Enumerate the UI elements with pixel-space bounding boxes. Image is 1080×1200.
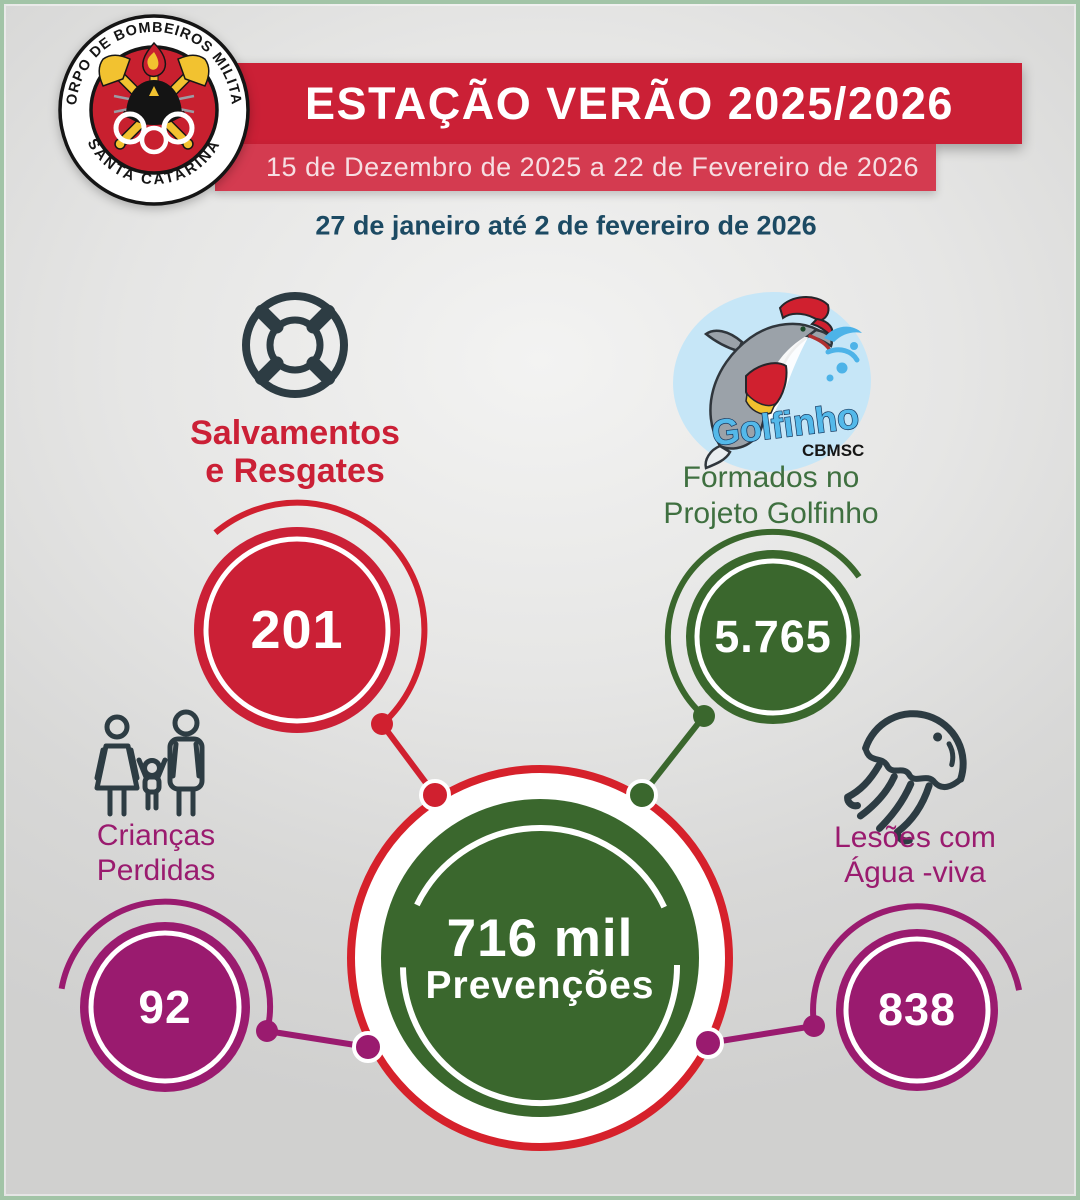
page-title: ESTAÇÃO VERÃO 2025/2026: [305, 77, 954, 129]
week-period-text: 27 de janeiro até 2 de fevereiro de 2026: [315, 210, 817, 241]
aguaviva-circle: [707, 903, 1023, 1091]
criancas-disc: [80, 922, 250, 1092]
lifebuoy-icon: [242, 292, 348, 398]
salvamentos-arc-dot: [371, 713, 393, 735]
date-range-text: 15 de Dezembro de 2025 a 22 de Fevereiro…: [266, 152, 919, 182]
criancas-connector-line: [266, 1028, 369, 1050]
hub-node-purple-left: [352, 1031, 384, 1063]
hub-node-red: [419, 779, 451, 811]
salvamentos-circle: [194, 499, 438, 797]
salvamentos-disc: [194, 527, 400, 733]
salvamentos-outer-arc: [213, 499, 428, 727]
dolphin-mascot: Golfinho CBMSC: [673, 291, 871, 473]
golfinho-connector-line: [639, 714, 707, 797]
hub-green-disc: [381, 799, 699, 1117]
prevencoes-hub: [347, 765, 733, 1151]
aguaviva-connector-line: [707, 1023, 815, 1046]
hub-inner-arc-top: [414, 824, 667, 909]
family-icon: [94, 709, 205, 817]
hub-inner-arc-bottom: [400, 964, 681, 1107]
golfinho-circle: [639, 528, 862, 797]
criancas-value: 92: [138, 981, 192, 1033]
hub-node-purple-right: [692, 1027, 724, 1059]
aguaviva-value: 838: [877, 984, 957, 1035]
golfinho-org-label: CBMSC: [802, 441, 864, 460]
criancas-outer-arc: [58, 898, 274, 1032]
golfinho-value: 5.765: [714, 611, 832, 662]
golfinho-outer-arc: [664, 528, 862, 719]
criancas-circle: [58, 898, 369, 1092]
date-range-banner: 15 de Dezembro de 2025 a 22 de Fevereiro…: [215, 144, 936, 191]
title-banner: ESTAÇÃO VERÃO 2025/2026: [215, 63, 1022, 144]
salvamentos-label: Salvamentos e Resgates: [190, 414, 400, 490]
criancas-label: Crianças Perdidas: [96, 819, 216, 887]
salvamentos-inner-ring: [203, 536, 391, 724]
golfinho-arc-dot: [693, 705, 715, 727]
aguaviva-outer-arc: [810, 903, 1023, 1027]
aguaviva-arc-dot: [803, 1015, 825, 1037]
aguaviva-label: Lesões com Água -viva: [834, 821, 996, 889]
prevencoes-value: 716 mil: [446, 909, 634, 969]
criancas-arc-dot: [256, 1020, 278, 1042]
criancas-inner-ring: [88, 930, 242, 1084]
golfinho-label: Formados no Projeto Golfinho: [663, 461, 879, 530]
golfinho-inner-ring: [694, 558, 852, 716]
hub-node-green: [626, 779, 658, 811]
jellyfish-icon: [844, 710, 967, 845]
badge-emblem: [98, 41, 210, 155]
aguaviva-inner-ring: [843, 936, 991, 1084]
salvamentos-value: 201: [250, 600, 344, 660]
prevencoes-value-block: 716 mil Prevenções: [426, 911, 655, 1007]
golfinho-wordmark: Golfinho: [709, 395, 861, 454]
aguaviva-disc: [836, 929, 998, 1091]
golfinho-disc: [686, 550, 860, 724]
prevencoes-label: Prevenções: [425, 964, 655, 1008]
